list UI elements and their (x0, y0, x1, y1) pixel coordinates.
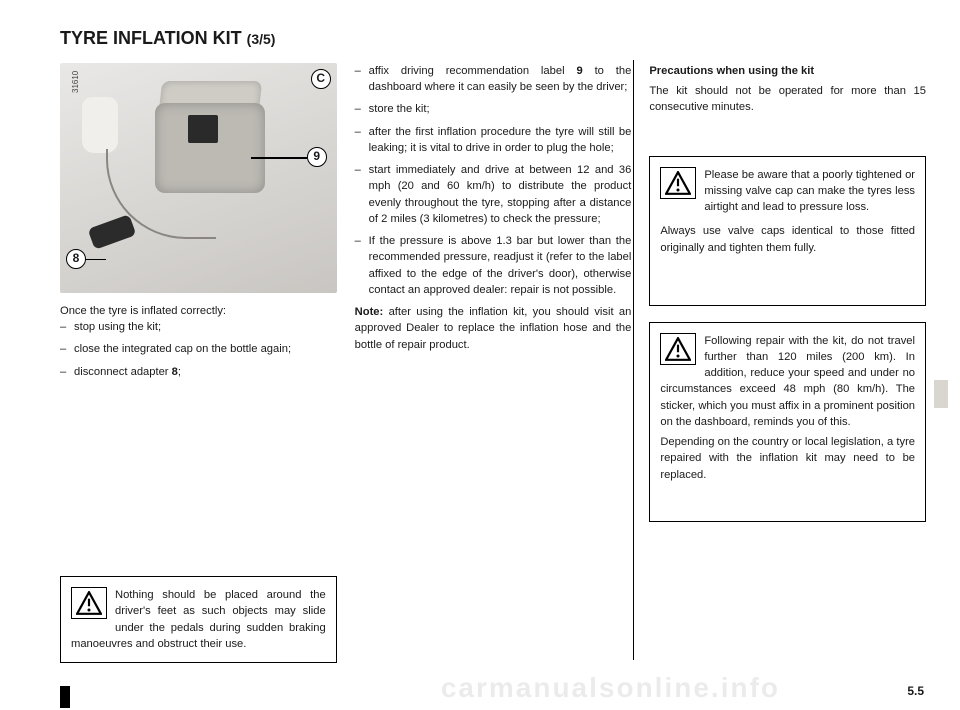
col2-note: Note: after using the inflation kit, you… (355, 304, 632, 353)
list-item: disconnect adapter 8; (60, 364, 337, 380)
warning-box-valve: Please be aware that a poorly tightened … (649, 156, 926, 306)
note-text: after using the inflation kit, you shoul… (355, 306, 632, 350)
ref-8: 8 (172, 366, 178, 378)
kit-label-shape (188, 115, 218, 143)
warning-text: Nothing should be placed around the driv… (71, 589, 326, 650)
list-item: after the first inflation procedure the … (355, 124, 632, 156)
illustration-code: 31610 (70, 71, 82, 93)
warning-icon (71, 587, 107, 619)
col2-list: affix driving recommendation label 9 to … (355, 63, 632, 298)
marker-8: 8 (66, 249, 86, 269)
list-item: close the integrated cap on the bottle a… (60, 341, 337, 357)
list-item: affix driving recommendation label 9 to … (355, 63, 632, 95)
list-item: store the kit; (355, 101, 632, 117)
col3-heading: Precautions when using the kit (649, 63, 926, 79)
warning-text: Please be aware that a poorly tightened … (704, 169, 915, 213)
page: TYRE INFLATION KIT (3/5) 31610 C 9 8 Onc… (0, 0, 960, 710)
warning-text-2: Always use valve caps identical to those… (660, 223, 915, 255)
marker-8-line (86, 259, 106, 261)
marker-c: C (311, 69, 331, 89)
page-title: TYRE INFLATION KIT (3/5) (60, 28, 926, 49)
col3-para: The kit should not be operated for more … (649, 83, 926, 115)
column-2: affix driving recommendation label 9 to … (355, 63, 632, 663)
list-item: stop using the kit; (60, 319, 337, 335)
side-tab (934, 380, 948, 408)
bottle-shape (82, 97, 118, 153)
col1-intro: Once the tyre is inflated correctly: (60, 303, 337, 319)
column-3: Precautions when using the kit The kit s… (649, 63, 926, 663)
warning-text: Following repair with the kit, do not tr… (660, 335, 915, 428)
col1-list: stop using the kit; close the integrated… (60, 319, 337, 380)
footer-black-bar (60, 686, 70, 708)
column-divider (633, 60, 634, 660)
note-label: Note: (355, 306, 384, 318)
list-item: If the pressure is above 1.3 bar but low… (355, 233, 632, 298)
marker-9: 9 (307, 147, 327, 167)
plug-shape (88, 214, 137, 250)
warning-icon (660, 167, 696, 199)
warning-box-repair: Following repair with the kit, do not tr… (649, 322, 926, 522)
warning-icon (660, 333, 696, 365)
page-number: 5.5 (907, 684, 924, 698)
column-1: 31610 C 9 8 Once the tyre is inflated co… (60, 63, 337, 663)
list-item: start immediately and drive at between 1… (355, 162, 632, 227)
marker-9-line (251, 157, 307, 159)
title-sub: (3/5) (247, 31, 276, 47)
warning-box-feet: Nothing should be placed around the driv… (60, 576, 337, 663)
title-main: TYRE INFLATION KIT (60, 28, 242, 48)
warning-text-2: Depending on the country or local legisl… (660, 434, 915, 483)
kit-illustration: 31610 C 9 8 (60, 63, 337, 293)
list-item-text: disconnect adapter (74, 366, 172, 378)
